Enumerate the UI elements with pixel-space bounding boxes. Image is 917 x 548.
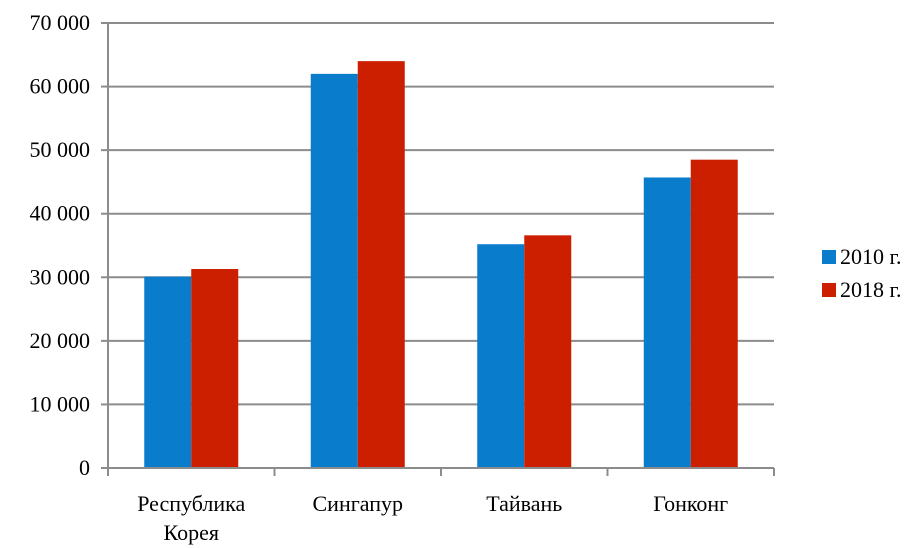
x-tick-label: Гонконг — [653, 491, 728, 516]
bar — [191, 269, 239, 468]
x-tick-label-line: Корея — [164, 520, 219, 545]
y-tick-label: 50 000 — [30, 137, 91, 162]
bar — [524, 235, 572, 468]
legend: 2010 г. 2018 г. — [822, 244, 902, 302]
bar — [643, 177, 691, 468]
y-tick-label: 30 000 — [30, 264, 91, 289]
bar — [477, 244, 525, 468]
bar — [310, 73, 358, 468]
x-axis-ticks: Республика Корея Сингапур Тайвань Гонконг — [107, 468, 775, 545]
y-tick-label: 20 000 — [30, 328, 91, 353]
y-tick-label: 60 000 — [30, 74, 91, 99]
x-tick-label: Республика Корея — [137, 491, 245, 545]
bar — [144, 276, 192, 468]
x-tick-label-line: Тайвань — [486, 491, 562, 516]
bars — [144, 61, 738, 469]
legend-label: 2010 г. — [840, 244, 902, 269]
x-tick-label-line: Республика — [137, 491, 245, 516]
legend-swatch — [822, 283, 836, 297]
y-tick-label: 10 000 — [30, 391, 91, 416]
y-axis-ticks: 0 10 000 20 000 30 000 40 000 50 000 60 000 70 … — [30, 10, 108, 480]
y-tick-label: 70 000 — [30, 10, 91, 35]
x-tick-label-line: Сингапур — [313, 491, 404, 516]
x-tick-label: Сингапур — [313, 491, 404, 516]
x-tick-label: Тайвань — [486, 491, 562, 516]
x-tick-label-line: Гонконг — [653, 491, 728, 516]
y-tick-label: 0 — [79, 455, 90, 480]
y-tick-label: 40 000 — [30, 201, 91, 226]
bar — [357, 61, 405, 469]
bar — [690, 159, 738, 468]
legend-label: 2018 г. — [840, 277, 902, 302]
legend-swatch — [822, 250, 836, 264]
